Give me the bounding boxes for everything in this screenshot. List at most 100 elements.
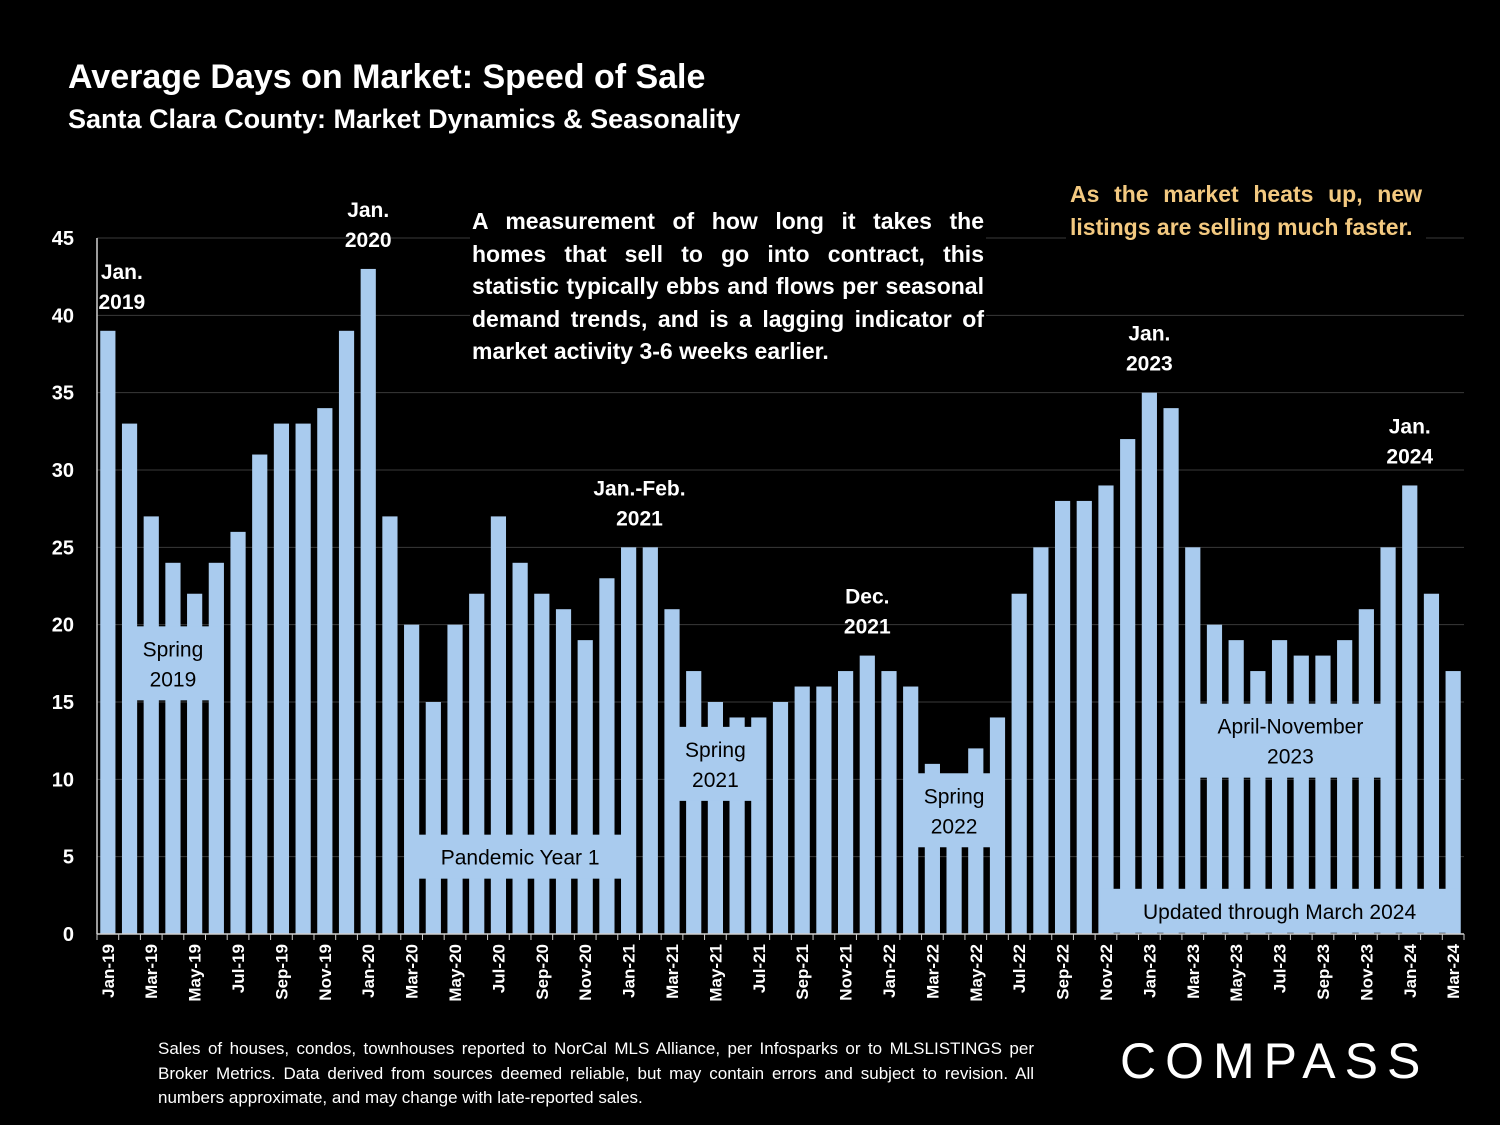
annotation-background — [405, 834, 635, 879]
bar-Nov-22 — [1098, 485, 1114, 934]
annotation-label: 2022 — [931, 815, 978, 838]
bar-Apr-20 — [425, 702, 441, 934]
bar-Feb-24 — [1423, 593, 1440, 934]
peak-label-year: 2019 — [98, 291, 145, 314]
annotation-label: 2019 — [150, 668, 197, 691]
x-tick-label: Jan-24 — [1401, 943, 1420, 997]
annotation-label: Spring — [924, 785, 985, 808]
bar-Mar-24 — [1445, 671, 1461, 934]
peak-label-month: Jan. — [347, 199, 389, 222]
bar-Jan-20 — [360, 268, 376, 934]
peak-label-year: 2021 — [616, 507, 663, 530]
bar-Jan-23 — [1141, 392, 1157, 935]
annotation-label: Pandemic Year 1 — [441, 847, 600, 870]
y-tick-label: 30 — [52, 460, 74, 482]
bar-Oct-20 — [555, 609, 572, 934]
chart-title: Average Days on Market: Speed of Sale — [68, 58, 706, 96]
bar-Nov-21 — [838, 671, 854, 934]
peak-label-month: Jan. — [1389, 415, 1431, 438]
x-tick-label: Jul-21 — [750, 944, 769, 993]
y-tick-label: 25 — [52, 537, 74, 559]
x-tick-label: Nov-22 — [1097, 944, 1116, 1001]
annotation-box: Spring 2019 — [123, 626, 223, 701]
peak-labels: 2019 Jan. 2020 Jan. 2021 Jan.-Feb. 2021 Dec. 202… — [98, 199, 1433, 639]
x-tick-label: Jul-23 — [1271, 944, 1290, 993]
x-tick-label: Jul-20 — [489, 944, 508, 993]
y-tick-label: 45 — [52, 228, 74, 250]
bars — [100, 268, 1461, 935]
bar-Sep-20 — [534, 593, 550, 934]
annotation-background — [123, 626, 223, 701]
peak-label-month: Dec. — [845, 586, 889, 609]
y-tick-label: 40 — [52, 305, 74, 327]
bar-May-20 — [447, 624, 463, 934]
annotation-background — [1100, 888, 1459, 933]
peak-label-year: 2023 — [1126, 353, 1173, 376]
annotation-background — [904, 773, 1004, 848]
chart-subtitle: Santa Clara County: Market Dynamics & Se… — [68, 104, 741, 134]
y-axis: 0 5 10 15 20 25 30 35 40 45 — [52, 228, 74, 946]
compass-logo: COMPASS — [1120, 1033, 1430, 1089]
annotation-box: Spring 2021 — [666, 726, 765, 801]
bar-Feb-23 — [1163, 408, 1179, 935]
x-tick-label: Sep-19 — [272, 944, 291, 1000]
bar-Aug-21 — [772, 702, 789, 934]
x-tick-label: Nov-23 — [1357, 944, 1376, 1001]
x-tick-label: Mar-24 — [1444, 943, 1463, 998]
bar-Feb-21 — [642, 547, 658, 934]
bar-Aug-19 — [252, 454, 268, 934]
peak-label-month: Jan. — [101, 261, 143, 284]
bar-Oct-22 — [1076, 500, 1092, 934]
footnote: Sales of houses, condos, townhouses repo… — [158, 1039, 1034, 1107]
x-axis: Jan-19 Mar-19 May-19 Jul-19 Sep-19 Nov-19 Jan-… — [96, 238, 1465, 1002]
y-tick-label: 15 — [52, 692, 74, 714]
annotation-background — [666, 726, 765, 801]
x-tick-label: Jul-19 — [229, 944, 248, 993]
bar-Nov-20 — [577, 640, 593, 934]
x-tick-label: May-23 — [1227, 944, 1246, 1002]
bar-Dec-21 — [859, 655, 875, 934]
x-tick-label: Mar-23 — [1184, 944, 1203, 999]
bar-Aug-22 — [1033, 547, 1049, 934]
annotation-box: Pandemic Year 1 — [405, 834, 635, 879]
bar-Sep-21 — [794, 686, 810, 934]
peak-label-year: 2020 — [345, 229, 392, 252]
bar-Jul-22 — [1011, 593, 1027, 934]
x-tick-label: May-20 — [446, 944, 465, 1002]
annotation-label: 2021 — [692, 769, 739, 792]
annotation-label: Spring — [685, 739, 746, 762]
bar-Jun-19 — [208, 562, 224, 934]
bar-Oct-19 — [295, 423, 311, 934]
x-tick-label: Nov-21 — [837, 944, 856, 1001]
x-tick-label: Sep-23 — [1314, 944, 1333, 1000]
y-tick-label: 10 — [52, 769, 74, 791]
peak-label-month: Jan. — [1128, 323, 1170, 346]
peak-label-month: Jan.-Feb. — [593, 477, 685, 500]
peak-label-year: 2024 — [1386, 445, 1433, 468]
x-tick-label: Nov-19 — [316, 944, 335, 1001]
bar-Jul-20 — [490, 516, 507, 934]
bar-Sep-19 — [273, 423, 290, 934]
bar-Mar-20 — [404, 624, 420, 934]
annotation-box: Spring 2022 — [904, 773, 1004, 848]
x-tick-label: Jan-20 — [359, 944, 378, 998]
y-tick-label: 5 — [63, 847, 74, 869]
annotation-label: April-November — [1217, 716, 1363, 739]
y-tick-label: 35 — [52, 383, 74, 405]
bar-Jan-19 — [100, 330, 116, 934]
x-tick-label: Mar-22 — [923, 944, 942, 999]
bar-Jul-19 — [230, 531, 246, 934]
x-tick-label: Mar-20 — [403, 944, 422, 999]
x-tick-label: Jan-23 — [1140, 944, 1159, 998]
bar-Jun-20 — [469, 593, 485, 934]
x-tick-label: Mar-21 — [663, 944, 682, 999]
bar-Mar-19 — [143, 516, 159, 934]
bar-Jan-22 — [881, 671, 897, 934]
bar-Oct-21 — [816, 686, 832, 934]
x-tick-label: Mar-19 — [142, 944, 161, 999]
annotation-background — [1186, 703, 1394, 778]
bar-Nov-19 — [317, 408, 333, 935]
x-tick-label: May-19 — [186, 944, 205, 1002]
